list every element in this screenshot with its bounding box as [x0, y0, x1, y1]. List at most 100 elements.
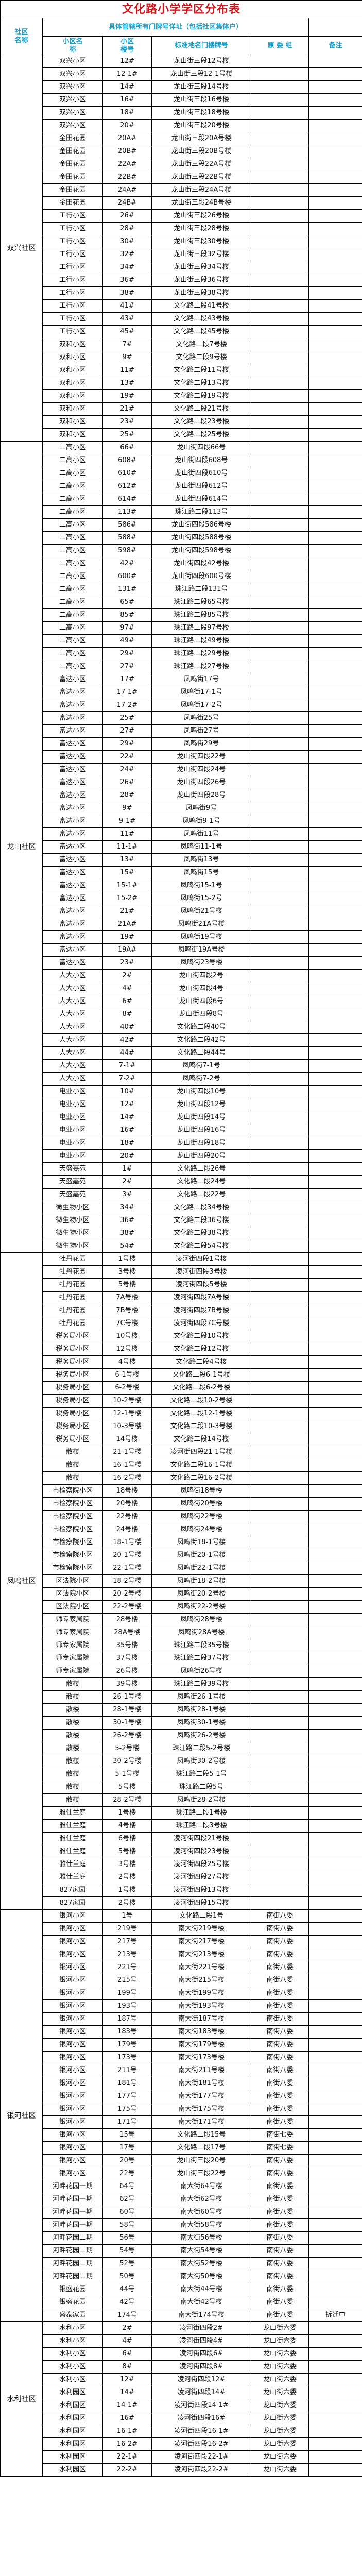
- committee: [251, 995, 309, 1008]
- estate-name: 区法院小区: [42, 1600, 103, 1614]
- committee: [251, 711, 309, 725]
- committee: 南街八委: [251, 2206, 309, 2219]
- note: [308, 1072, 362, 1086]
- building-number: 14#: [102, 2386, 152, 2399]
- standard-address: 凤鸣街19号楼: [151, 930, 251, 944]
- estate-name: 富达小区: [42, 802, 103, 815]
- table-row: 工行小区 32# 龙山街三段32号楼: [1, 248, 362, 261]
- standard-address: 凤鸣街20-2号楼: [151, 1587, 251, 1601]
- estate-name: 人大小区: [42, 1021, 103, 1034]
- estate-name: 富达小区: [42, 711, 103, 725]
- table-row: 税务局小区 10-3号楼 文化路二段10-3号楼: [1, 1420, 362, 1433]
- table-row: 电业小区 12# 龙山街四段12号: [1, 1098, 362, 1111]
- estate-name: 银河小区: [42, 2141, 103, 2155]
- note: [308, 325, 362, 338]
- note: [308, 1729, 362, 1742]
- estate-name: 微生物小区: [42, 1240, 103, 1253]
- note: [308, 1819, 362, 1833]
- estate-name: 散楼: [42, 1703, 103, 1717]
- committee: [251, 737, 309, 751]
- table-row: 827家园 2号楼 凌河街四段15号楼: [1, 1896, 362, 1910]
- estate-name: 电业小区: [42, 1111, 103, 1124]
- estate-name: 双和小区: [42, 351, 103, 364]
- building-number: 20A#: [102, 132, 152, 145]
- note: [308, 1626, 362, 1639]
- note: [308, 2218, 362, 2232]
- standard-address: 南大街62号楼: [151, 2193, 251, 2206]
- note: [308, 209, 362, 223]
- table-row: 散楼 16-1号楼 文化路二段16-1号楼: [1, 1459, 362, 1472]
- note: [308, 608, 362, 622]
- note: [308, 2077, 362, 2090]
- standard-address: 凤鸣街18-1号楼: [151, 1536, 251, 1549]
- table-row: 散楼 5-1号楼 珠江路二段5-1号: [1, 1768, 362, 1781]
- building-number: 16-2号楼: [102, 1471, 152, 1485]
- committee: [251, 106, 309, 120]
- estate-name: 富达小区: [42, 699, 103, 712]
- standard-address: 凤鸣街25号: [151, 711, 251, 725]
- note: [308, 2360, 362, 2374]
- note: [308, 2386, 362, 2399]
- note: [308, 699, 362, 712]
- building-number: 24A#: [102, 183, 152, 197]
- estate-name: 工行小区: [42, 248, 103, 261]
- estate-name: 富达小区: [42, 918, 103, 931]
- estate-name: 市检察院小区: [42, 1562, 103, 1575]
- building-number: 42号: [102, 2296, 152, 2309]
- table-row: 富达小区 19# 凤鸣街19号楼: [1, 930, 362, 944]
- standard-address: 凌河街四段21-1号楼: [151, 1446, 251, 1459]
- building-number: 24B#: [102, 196, 152, 210]
- table-row: 牡丹花园 7A号楼 凌河街四段7A号楼: [1, 1291, 362, 1304]
- table-row: 银河小区 17号 文化路二段17号 南街七委: [1, 2141, 362, 2155]
- table-row: 富达小区 21# 凤鸣街21号楼: [1, 905, 362, 918]
- estate-name: 市检察院小区: [42, 1484, 103, 1498]
- note: [308, 364, 362, 377]
- standard-address: 龙山街三段22号: [151, 2167, 251, 2180]
- table-row: 金田花园 20A# 龙山街三段20A号楼: [1, 132, 362, 145]
- building-number: 7C号楼: [102, 1317, 152, 1330]
- building-number: 13#: [102, 377, 152, 390]
- note: [308, 1446, 362, 1459]
- note: [308, 145, 362, 158]
- standard-address: 龙山街四段2号: [151, 969, 251, 982]
- standard-address: 南大街187号楼: [151, 2012, 251, 2026]
- table-row: 二高小区 65# 珠江路二段65号楼: [1, 596, 362, 609]
- building-number: 9-1#: [102, 815, 152, 828]
- note: [308, 338, 362, 351]
- committee: [251, 1742, 309, 1755]
- table-row: 富达小区 11# 凤鸣街11号: [1, 827, 362, 841]
- building-number: 36#: [102, 274, 152, 287]
- estate-name: 富达小区: [42, 956, 103, 970]
- building-number: 10-3号楼: [102, 1420, 152, 1433]
- table-row: 税务局小区 10-2号楼 文化路二段10-2号楼: [1, 1394, 362, 1408]
- building-number: 44#: [102, 1046, 152, 1060]
- committee: [251, 1381, 309, 1395]
- committee: 龙山街六委: [251, 2399, 309, 2412]
- building-number: 15-1#: [102, 879, 152, 892]
- note: [308, 1355, 362, 1369]
- estate-name: 税务局小区: [42, 1355, 103, 1369]
- table-row: 雅仕兰庭 2号楼 凌河街四段27号楼: [1, 1871, 362, 1884]
- building-number: 26-2号楼: [102, 1729, 152, 1742]
- header-empty: [308, 18, 362, 37]
- committee: 龙山街六委: [251, 2347, 309, 2361]
- committee: 南街八委: [251, 2012, 309, 2026]
- table-row: 双和小区 7# 文化路二段7号楼: [1, 338, 362, 351]
- building-number: 213号: [102, 1948, 152, 1961]
- table-row: 水利园区 22-1# 凌河街四段22-1# 龙山街六委: [1, 2450, 362, 2464]
- estate-name: 金田花园: [42, 145, 103, 158]
- table-row: 双兴小区 16# 龙山街三段16号楼: [1, 93, 362, 107]
- standard-address: 南大街50号楼: [151, 2270, 251, 2283]
- building-number: 35号楼: [102, 1639, 152, 1652]
- note: [308, 454, 362, 467]
- note: [308, 1137, 362, 1150]
- estate-name: 水利园区: [42, 2437, 103, 2451]
- building-number: 28#: [102, 222, 152, 235]
- table-row: 富达小区 15-1# 凤鸣街15-1号: [1, 879, 362, 892]
- building-number: 22A#: [102, 158, 152, 171]
- committee: [251, 1291, 309, 1304]
- standard-address: 文化路二段9号楼: [151, 351, 251, 364]
- building-number: 5号楼: [102, 1278, 152, 1292]
- committee: [251, 1484, 309, 1498]
- estate-name: 雅仕兰庭: [42, 1819, 103, 1833]
